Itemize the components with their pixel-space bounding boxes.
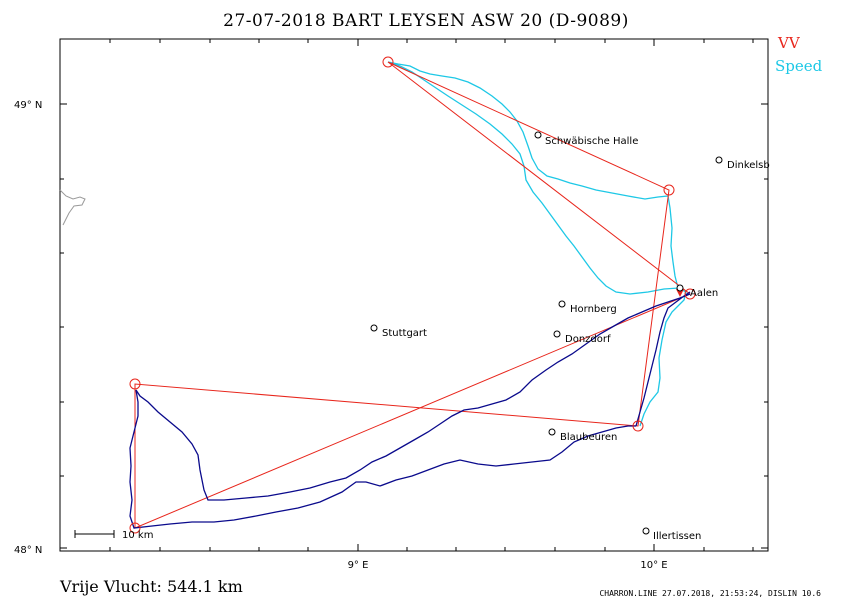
city-label: Schwäbische Halle [545,136,638,147]
city-label: Hornberg [570,304,617,315]
city-dot [370,324,378,332]
city-dot [553,330,561,338]
scale-label: 10 km [122,530,153,541]
city-dot [548,428,556,436]
turnpoints [129,56,696,534]
turnpoint-east [663,184,675,196]
legend-speed: Speed [775,57,823,75]
city-label: Illertissen [653,531,701,542]
turnpoint-start [684,288,696,300]
task-polyline [134,61,691,529]
lon-label-10: 10° E [640,560,667,571]
start-marker [676,289,684,297]
scale-bar: 10 km [74,530,153,541]
legend-vv: VV [777,34,801,52]
turnpoint-southwest [129,522,141,534]
speed-track [387,61,687,427]
city-label: Donzdorf [565,334,611,345]
lat-label-48: 48° N [14,545,42,556]
city-label: Dinkelsb [727,160,770,171]
city-dot [642,527,650,535]
map-frame [59,38,769,552]
city-label: Stuttgart [382,328,427,339]
flight-track [129,291,691,529]
city-label: Aalen [690,288,718,299]
map-title: 27-07-2018 BART LEYSEN ASW 20 (D-9089) [223,11,629,31]
lon-label-9: 9° E [348,560,369,571]
city-dot [676,284,684,292]
cities: Schwäbische Halle Dinkelsb Aalen Hornber… [370,131,770,542]
city-dot [715,156,723,164]
distance-summary: Vrije Vlucht: 544.1 km [59,577,243,596]
city-dot [558,300,566,308]
city-label: Blaubeuren [560,432,617,443]
city-dot [534,131,542,139]
turnpoint-north [382,56,394,68]
turnpoint-southeast [632,420,644,432]
turnpoint-west [129,378,141,390]
lat-label-49: 49° N [14,100,42,111]
lat-ticks [60,103,768,549]
credit-line: CHARRON.LINE 27.07.2018, 21:53:24, DISLI… [599,589,821,598]
border-fragment [59,189,86,226]
lon-ticks [109,39,754,551]
